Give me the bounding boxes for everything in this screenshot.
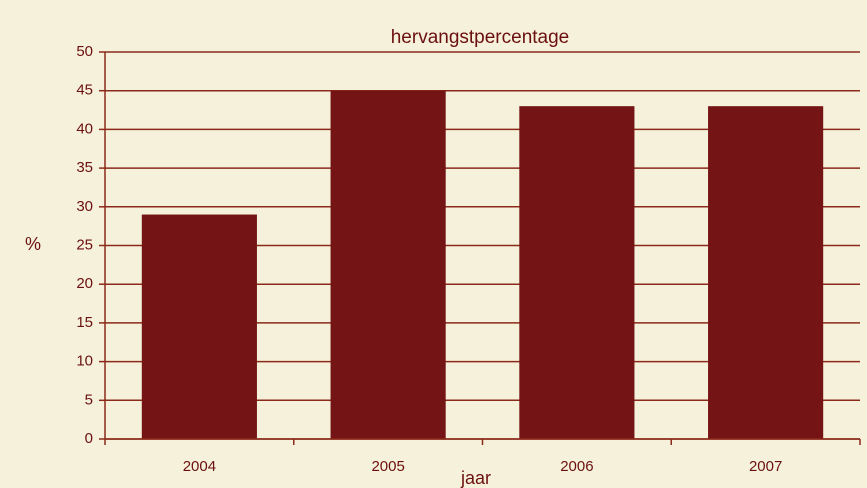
chart-title: hervangstpercentage xyxy=(391,27,570,48)
y-tick-label: 45 xyxy=(76,82,93,99)
y-tick-label: 15 xyxy=(76,314,93,331)
x-tick-label: 2007 xyxy=(749,458,782,475)
y-tick-label: 25 xyxy=(76,236,93,253)
y-axis-label: % xyxy=(25,234,41,254)
y-tick-label: 10 xyxy=(76,353,93,370)
y-tick-label: 30 xyxy=(76,198,93,215)
x-tick-label: 2006 xyxy=(560,458,593,475)
x-tick-label: 2005 xyxy=(371,458,404,475)
x-axis-label: jaar xyxy=(460,468,491,488)
bar xyxy=(708,106,824,440)
bar xyxy=(330,90,446,439)
x-tick-label: 2004 xyxy=(183,458,216,475)
y-tick-label: 35 xyxy=(76,159,93,176)
y-tick-label: 50 xyxy=(76,43,93,60)
y-tick-label: 0 xyxy=(85,430,93,447)
y-tick-label: 20 xyxy=(76,275,93,292)
y-tick-label: 5 xyxy=(85,391,93,408)
bar xyxy=(519,106,635,440)
y-tick-label: 40 xyxy=(76,120,93,137)
bar xyxy=(141,214,257,439)
